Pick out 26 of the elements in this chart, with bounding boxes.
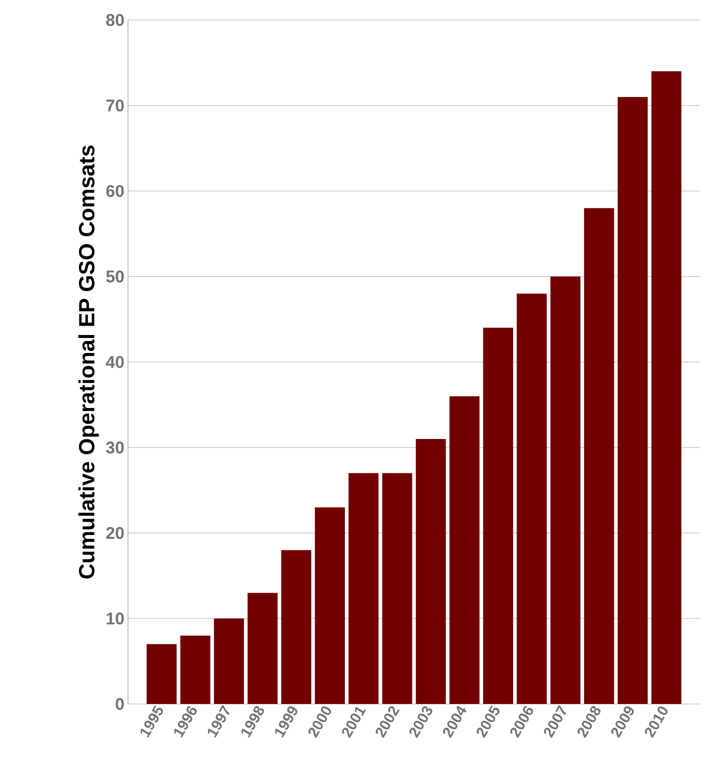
bar: [382, 473, 412, 704]
y-tick-label: 40: [106, 356, 124, 368]
y-axis-title: Cumulative Operational EP GSO Comsats: [78, 145, 99, 578]
y-tick-label: 60: [106, 185, 124, 197]
y-tick-label: 20: [106, 527, 124, 539]
bar: [214, 618, 244, 704]
bar: [146, 644, 177, 704]
bar: [248, 592, 278, 704]
bar: [314, 507, 345, 704]
bar: [180, 636, 210, 704]
bar: [483, 328, 514, 704]
bar: [584, 208, 614, 704]
y-tick-label: 50: [106, 270, 124, 282]
bar: [416, 438, 446, 704]
y-tick-label: 80: [106, 14, 124, 26]
y-tick-label: 0: [116, 698, 124, 710]
y-tick-label: 10: [106, 612, 124, 624]
bar: [550, 276, 580, 704]
y-tick-label: 70: [106, 100, 124, 112]
bar: [449, 396, 480, 704]
bar: [348, 473, 379, 704]
bar: [516, 294, 547, 704]
bar: [281, 550, 312, 704]
y-tick-label: 30: [106, 441, 124, 454]
bar: [618, 96, 648, 704]
bar: [651, 71, 682, 704]
